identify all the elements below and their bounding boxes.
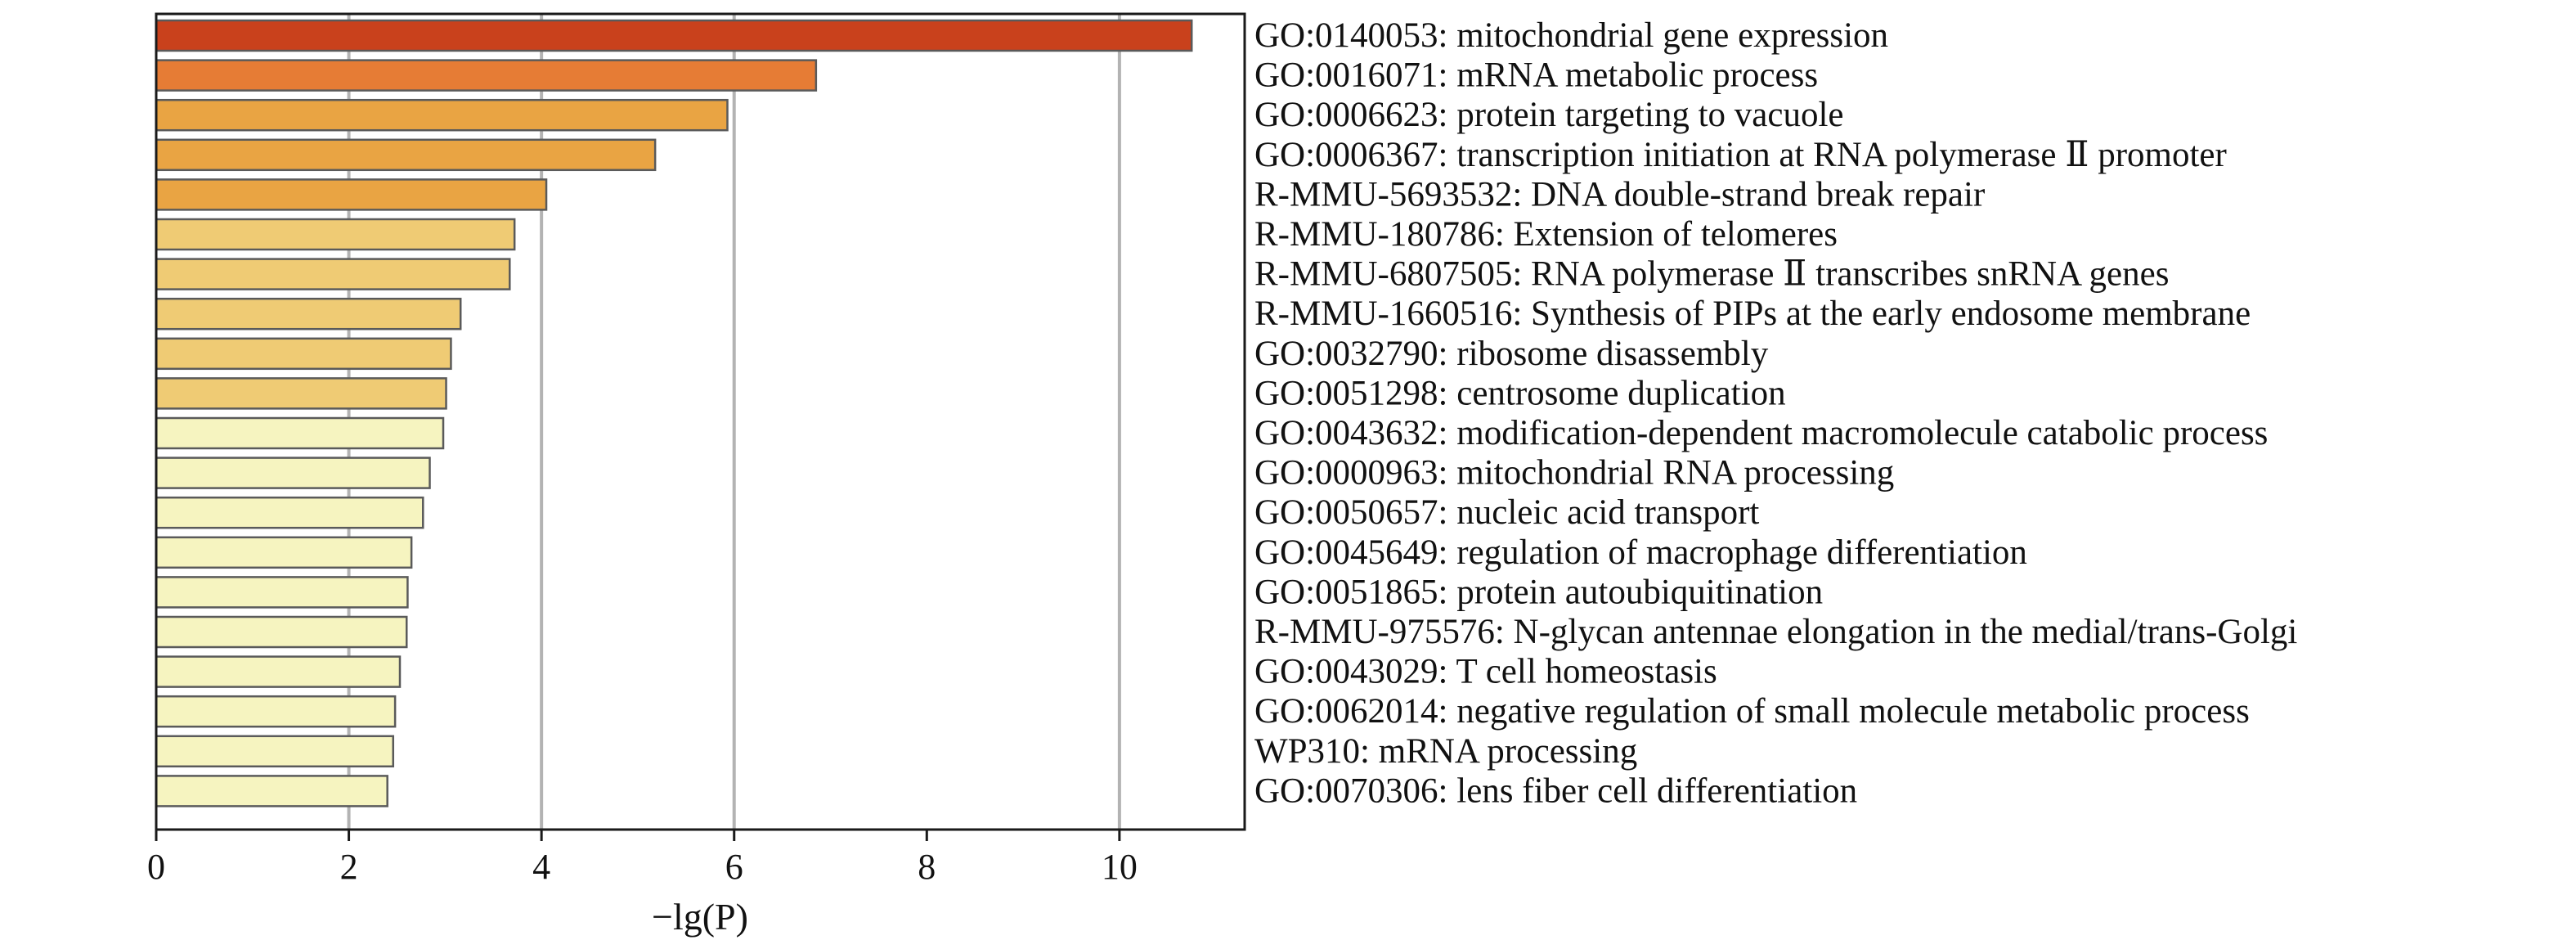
x-tick-label: 6 (725, 847, 743, 887)
category-label: GO:0051298: centrosome duplication (1254, 374, 1786, 412)
bar (155, 98, 729, 132)
x-tick-label: 8 (918, 847, 936, 887)
bar (155, 258, 511, 290)
bar (155, 218, 516, 251)
category-label: GO:0032790: ribosome disassembly (1254, 335, 1769, 373)
bar (155, 297, 462, 331)
category-label: R-MMU-180786: Extension of telomeres (1254, 215, 1838, 254)
bar (155, 416, 445, 450)
x-axis: 0 2 4 6 8 10 (147, 830, 1138, 887)
bar (155, 695, 397, 728)
category-label: GO:0050657: nucleic acid transport (1254, 493, 1759, 532)
category-label: GO:0043029: T cell homeostasis (1254, 653, 1717, 691)
x-tick-label: 2 (340, 847, 358, 887)
category-label: GO:0000963: mitochondrial RNA processing (1254, 454, 1894, 492)
plot-frame (155, 12, 1246, 831)
x-tick-label: 4 (532, 847, 550, 887)
category-label: GO:0006623: protein targeting to vacuole (1254, 96, 1844, 134)
bar (155, 337, 452, 371)
x-axis-title: −lg(P) (652, 896, 748, 938)
category-label: R-MMU-1660516: Synthesis of PIPs at the … (1254, 295, 2251, 333)
category-label: GO:0051865: protein autoubiquitination (1254, 573, 1823, 611)
category-label: GO:0006367: transcription initiation at … (1254, 136, 2227, 174)
category-label: GO:0062014: negative regulation of small… (1254, 692, 2250, 731)
bar (155, 655, 402, 688)
category-label: WP310: mRNA processing (1254, 732, 1637, 771)
category-label: GO:0045649: regulation of macrophage dif… (1254, 533, 2027, 572)
category-label: GO:0043632: modification-dependent macro… (1254, 414, 2268, 452)
bar (155, 496, 424, 529)
category-label: R-MMU-975576: N-glycan antennae elongati… (1254, 613, 2297, 651)
category-label: GO:0016071: mRNA metabolic process (1254, 56, 1818, 95)
bar (155, 775, 388, 807)
bar (155, 19, 1193, 52)
gridlines (347, 14, 1121, 830)
bar (155, 615, 408, 649)
bar (155, 576, 409, 609)
bar (155, 457, 431, 489)
category-label: R-MMU-5693532: DNA double-strand break r… (1254, 175, 1985, 214)
bar (155, 735, 395, 768)
x-tick-label: 10 (1102, 847, 1138, 887)
bar (155, 178, 548, 211)
category-label: R-MMU-6807505: RNA polymerase Ⅱ transcri… (1254, 255, 2169, 294)
category-label: GO:0070306: lens fiber cell differentiat… (1254, 771, 1857, 810)
category-label: GO:0140053: mitochondrial gene expressio… (1254, 16, 1888, 55)
x-tick-label: 0 (147, 847, 165, 887)
bar (155, 377, 447, 410)
category-labels: GO:0140053: mitochondrial gene expressio… (1254, 16, 2297, 810)
bar (155, 536, 413, 569)
bars (155, 19, 1193, 807)
bar (155, 138, 657, 172)
bar (155, 59, 818, 92)
